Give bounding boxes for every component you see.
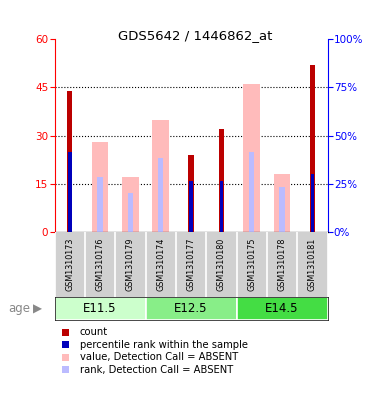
Bar — [68, 152, 72, 232]
Bar — [188, 155, 194, 232]
Text: value, Detection Call = ABSENT: value, Detection Call = ABSENT — [80, 352, 238, 362]
Bar — [274, 174, 291, 232]
Text: GSM1310173: GSM1310173 — [65, 238, 74, 291]
Text: ▶: ▶ — [33, 302, 42, 316]
Text: GSM1310176: GSM1310176 — [96, 238, 105, 291]
Text: percentile rank within the sample: percentile rank within the sample — [80, 340, 248, 350]
Bar — [98, 177, 103, 232]
Text: E12.5: E12.5 — [174, 302, 208, 315]
Bar — [279, 187, 285, 232]
Text: GDS5642 / 1446862_at: GDS5642 / 1446862_at — [118, 29, 272, 42]
Bar — [122, 177, 139, 232]
Text: GSM1310178: GSM1310178 — [278, 238, 287, 291]
Text: GSM1310181: GSM1310181 — [308, 238, 317, 291]
Bar — [219, 129, 224, 232]
Bar — [67, 91, 73, 232]
Bar — [310, 65, 315, 232]
Text: GSM1310179: GSM1310179 — [126, 237, 135, 291]
Text: GSM1310174: GSM1310174 — [156, 238, 165, 291]
Text: count: count — [80, 327, 108, 337]
Bar — [158, 158, 163, 232]
Text: E11.5: E11.5 — [83, 302, 117, 315]
Bar — [189, 180, 193, 232]
Bar — [128, 193, 133, 232]
Text: GSM1310175: GSM1310175 — [247, 237, 256, 291]
Bar — [92, 142, 108, 232]
Bar — [237, 297, 328, 320]
Text: GSM1310180: GSM1310180 — [217, 238, 226, 291]
Bar — [220, 180, 223, 232]
Bar — [152, 119, 169, 232]
Text: age: age — [8, 302, 30, 316]
Bar — [249, 152, 255, 232]
Text: E14.5: E14.5 — [265, 302, 299, 315]
Text: rank, Detection Call = ABSENT: rank, Detection Call = ABSENT — [80, 365, 233, 375]
Bar — [310, 174, 314, 232]
Bar — [243, 84, 260, 232]
Text: GSM1310177: GSM1310177 — [186, 237, 196, 291]
Bar — [55, 297, 145, 320]
Bar — [145, 297, 237, 320]
